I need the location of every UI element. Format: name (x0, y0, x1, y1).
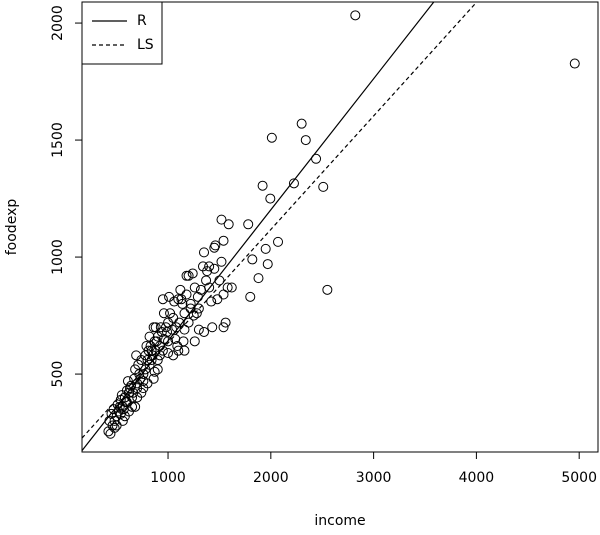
point (253, 273, 264, 284)
point (185, 298, 196, 309)
fit-line (82, 2, 435, 452)
point (216, 214, 227, 225)
point (130, 401, 141, 412)
point (151, 336, 162, 347)
point (111, 420, 122, 431)
point (199, 247, 210, 258)
point (152, 364, 163, 375)
point (138, 376, 149, 387)
point (149, 366, 160, 377)
plot-area (82, 2, 580, 452)
x-tick-label: 4000 (459, 470, 495, 486)
point (201, 275, 212, 286)
point (243, 219, 254, 230)
point (210, 240, 221, 251)
point (322, 284, 333, 295)
point (204, 282, 215, 293)
x-tick-label: 1000 (150, 470, 186, 486)
point (218, 322, 229, 333)
point (172, 340, 183, 351)
point (163, 348, 174, 359)
legend-box (81, 1, 163, 65)
point (206, 296, 217, 307)
point (204, 261, 215, 272)
point (125, 383, 136, 394)
point (189, 336, 200, 347)
y-axis-label: foodexp (4, 199, 20, 256)
point (199, 326, 210, 337)
y-tick-label: 1000 (50, 239, 66, 275)
point (218, 235, 229, 246)
point (175, 284, 186, 295)
point (193, 324, 204, 335)
point (150, 322, 161, 333)
point (144, 359, 155, 370)
point (350, 10, 361, 21)
point (122, 376, 133, 387)
point (226, 282, 237, 293)
point (288, 178, 299, 189)
point (218, 289, 229, 300)
point (188, 310, 199, 321)
point (222, 282, 233, 293)
point (144, 331, 155, 342)
point (266, 132, 277, 143)
legend-label: R (137, 13, 147, 29)
point (245, 291, 256, 302)
point (193, 303, 204, 314)
point (296, 118, 307, 129)
point (136, 387, 147, 398)
point (157, 294, 168, 305)
point (170, 333, 181, 344)
point (131, 350, 142, 361)
point (181, 270, 192, 281)
point (262, 259, 273, 270)
legend-label: LS (137, 37, 154, 53)
point (214, 275, 225, 286)
point (164, 291, 175, 302)
point (177, 298, 188, 309)
point (155, 322, 166, 333)
point (207, 322, 218, 333)
point (138, 383, 149, 394)
point (181, 289, 192, 300)
point (176, 294, 187, 305)
point (318, 181, 329, 192)
point (300, 135, 311, 146)
point (260, 243, 271, 254)
point (209, 263, 220, 274)
x-tick-label: 3000 (356, 470, 392, 486)
y-tick-label: 500 (50, 361, 66, 388)
point (178, 336, 189, 347)
point (109, 422, 120, 433)
point (257, 180, 268, 191)
point (569, 58, 580, 69)
point (121, 397, 132, 408)
y-tick-label: 2000 (50, 5, 66, 41)
x-tick-label: 2000 (253, 470, 289, 486)
point (273, 236, 284, 247)
point (168, 350, 179, 361)
point (146, 345, 157, 356)
fit-line (82, 2, 478, 439)
point (209, 242, 220, 253)
y-tick-label: 1500 (50, 122, 66, 158)
point (223, 219, 234, 230)
point (247, 254, 258, 265)
x-tick-label: 5000 (561, 470, 597, 486)
point (212, 294, 223, 305)
point (179, 345, 190, 356)
point (187, 268, 198, 279)
point (109, 415, 120, 426)
point (265, 193, 276, 204)
plot-frame (81, 1, 599, 453)
x-axis-label: income (314, 513, 365, 529)
point (220, 317, 231, 328)
point (189, 282, 200, 293)
point (179, 324, 190, 335)
point (216, 256, 227, 267)
point (160, 322, 171, 333)
point (158, 308, 169, 319)
